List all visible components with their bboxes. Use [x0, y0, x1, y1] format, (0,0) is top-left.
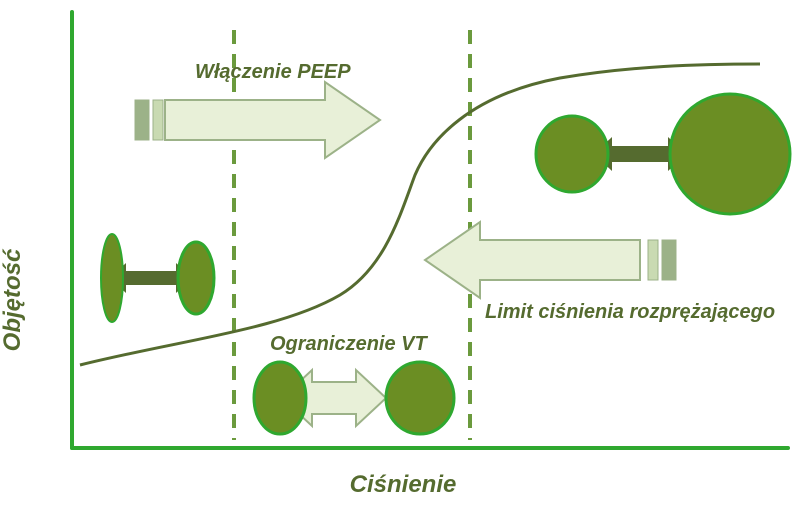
block-arrow-peep_right-tail-1: [153, 100, 163, 140]
label-peep: Włączenie PEEP: [195, 61, 351, 83]
alveolus-big_right: [670, 94, 790, 214]
alveolus-vt_left: [254, 362, 306, 434]
block-arrow-limit_left-tail-0: [648, 240, 658, 280]
block-arrow-peep_right-tail-0: [135, 100, 149, 140]
alveolus-tiny_small: [178, 242, 214, 314]
alveolus-vt_right: [386, 362, 454, 434]
diagram-canvas: Ciśnienie Objętość Włączenie PEEP Ogranicze…: [0, 0, 806, 507]
label-xlabel: Ciśnienie: [350, 471, 457, 498]
alveolus-big_left: [536, 116, 608, 192]
label-limit: Limit ciśnienia rozprężającego: [485, 301, 775, 323]
block-arrow-limit_left-tail-1: [662, 240, 676, 280]
alveolus-tiny_flat: [101, 234, 123, 322]
label-ylabel: Objętość: [0, 248, 26, 351]
label-vt: Ograniczenie VT: [270, 333, 428, 355]
